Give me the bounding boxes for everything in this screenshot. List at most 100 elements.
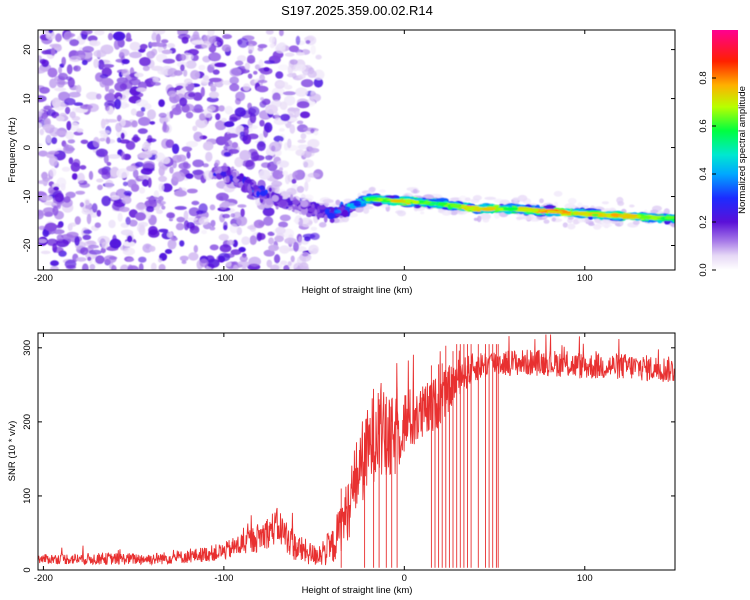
heatmap-ridge-core-cell [497,207,504,211]
heatmap-noise-cell [214,62,227,68]
heatmap-noise-cell [161,205,166,210]
y-tick-label: 300 [22,340,33,356]
heatmap-noise-cell [126,165,137,172]
heatmap-noise-cell [267,231,275,236]
heatmap-noise-cell [161,39,169,44]
heatmap-noise-cell [266,259,273,268]
heatmap-noise-cell [286,73,297,78]
heatmap-noise-cell [85,199,90,205]
heatmap-noise-cell [234,157,244,168]
heatmap-noise-cell [69,222,77,227]
heatmap-noise-cell [65,265,77,270]
colorbar-label: Normalized spectral amplitude [737,86,748,214]
heatmap-noise-cell [229,223,239,234]
heatmap-noise-cell [296,120,304,125]
heatmap-noise-cell [185,111,194,119]
heatmap-noise-cell [86,213,92,225]
heatmap-noise-cell [315,54,322,60]
heatmap-noise-cell [307,172,320,178]
heatmap-noise-cell [262,207,275,217]
heatmap-noise-cell [297,139,307,144]
heatmap-ridge-cell [290,194,294,201]
heatmap-noise-cell [161,49,173,55]
heatmap-noise-cell [208,52,222,62]
heatmap-noise-cell [224,141,229,147]
heatmap-noise-cell [193,131,203,142]
heatmap-y-ticks: -20 -10 0 10 20 [22,44,675,252]
heatmap-ridge-cell [385,195,396,198]
heatmap-ridge-core-cell [450,203,461,208]
heatmap-ridge-cell [266,193,270,199]
heatmap-ridge-cell [330,207,335,212]
heatmap-noise-cell [108,256,118,260]
heatmap-noise-cell [50,265,59,270]
heatmap-noise-cell [245,159,256,170]
heatmap-noise-cell [98,167,109,175]
heatmap-noise-cell [174,190,187,197]
heatmap-noise-cell [44,222,58,232]
heatmap-noise-cell [257,79,268,84]
heatmap-noise-cell [225,261,232,267]
heatmap-noise-cell [186,151,191,159]
heatmap-noise-cell [270,99,282,108]
heatmap-noise-cell [87,244,100,249]
x-tick-label: 0 [402,273,407,284]
heatmap-noise-cell [112,234,117,245]
heatmap-noise-cell [162,121,167,132]
heatmap-noise-cell [601,223,613,228]
heatmap-noise-cell [218,252,231,262]
heatmap-noise-cell [593,224,602,230]
heatmap-noise-cell [156,209,163,214]
heatmap-noise-cell [291,178,297,184]
heatmap-noise-cell [128,219,138,227]
heatmap-noise-cell [52,205,59,216]
heatmap-noise-cell [300,217,313,228]
heatmap-noise-cell [268,237,275,245]
heatmap-noise-cell [243,126,249,136]
heatmap-noise-cell [121,68,130,77]
heatmap-noise-cell [104,92,116,102]
heatmap-noise-cell [517,194,528,202]
heatmap-noise-cell [282,91,296,96]
heatmap-noise-cell [279,101,288,110]
heatmap-noise-cell [577,202,583,208]
heatmap-noise-cell [202,141,214,151]
heatmap-noise-cell [73,102,84,106]
heatmap-noise-cell [83,229,92,234]
heatmap-noise-cell [47,150,60,155]
colorbar-tick-label: 0.2 [698,215,709,228]
heatmap-noise-cell [241,236,251,245]
heatmap-noise-cell [341,215,350,223]
heatmap-noise-cell [81,30,93,35]
heatmap-noise-cell [670,223,675,228]
heatmap-noise-cell [126,257,135,262]
heatmap-noise-cell [153,190,160,199]
heatmap-noise-cell [99,130,111,135]
heatmap-noise-cell [123,190,132,196]
heatmap-noise-cell [250,151,260,162]
heatmap-noise-cell [74,236,80,246]
heatmap-noise-cell [318,222,327,228]
heatmap-noise-cell [191,40,205,45]
heatmap-noise-cell [218,233,229,241]
heatmap-noise-cell [282,170,289,176]
heatmap-noise-cell [86,103,99,112]
heatmap-noise-cell [54,192,64,203]
heatmap-noise-cell [152,76,160,83]
snr-y-label: SNR (10 * v/v) [7,421,18,482]
chart-title: S197.2025.359.00.02.R14 [281,3,433,18]
heatmap-noise-cell [164,249,173,254]
heatmap-noise-cell [43,105,53,111]
heatmap-noise-cell [218,136,229,143]
snr-x-ticks: -200 -100 0 100 [34,333,593,584]
heatmap-noise-cell [284,52,295,57]
heatmap-noise-cell [65,106,71,115]
heatmap-noise-cell [146,50,156,59]
heatmap-noise-cell [150,262,157,270]
heatmap-noise-cell [201,40,212,49]
heatmap-noise-cell [149,245,156,252]
heatmap-noise-cell [304,181,309,192]
heatmap-noise-cell [88,170,94,180]
heatmap-noise-cell [308,147,315,152]
heatmap-noise-cell [299,111,311,119]
